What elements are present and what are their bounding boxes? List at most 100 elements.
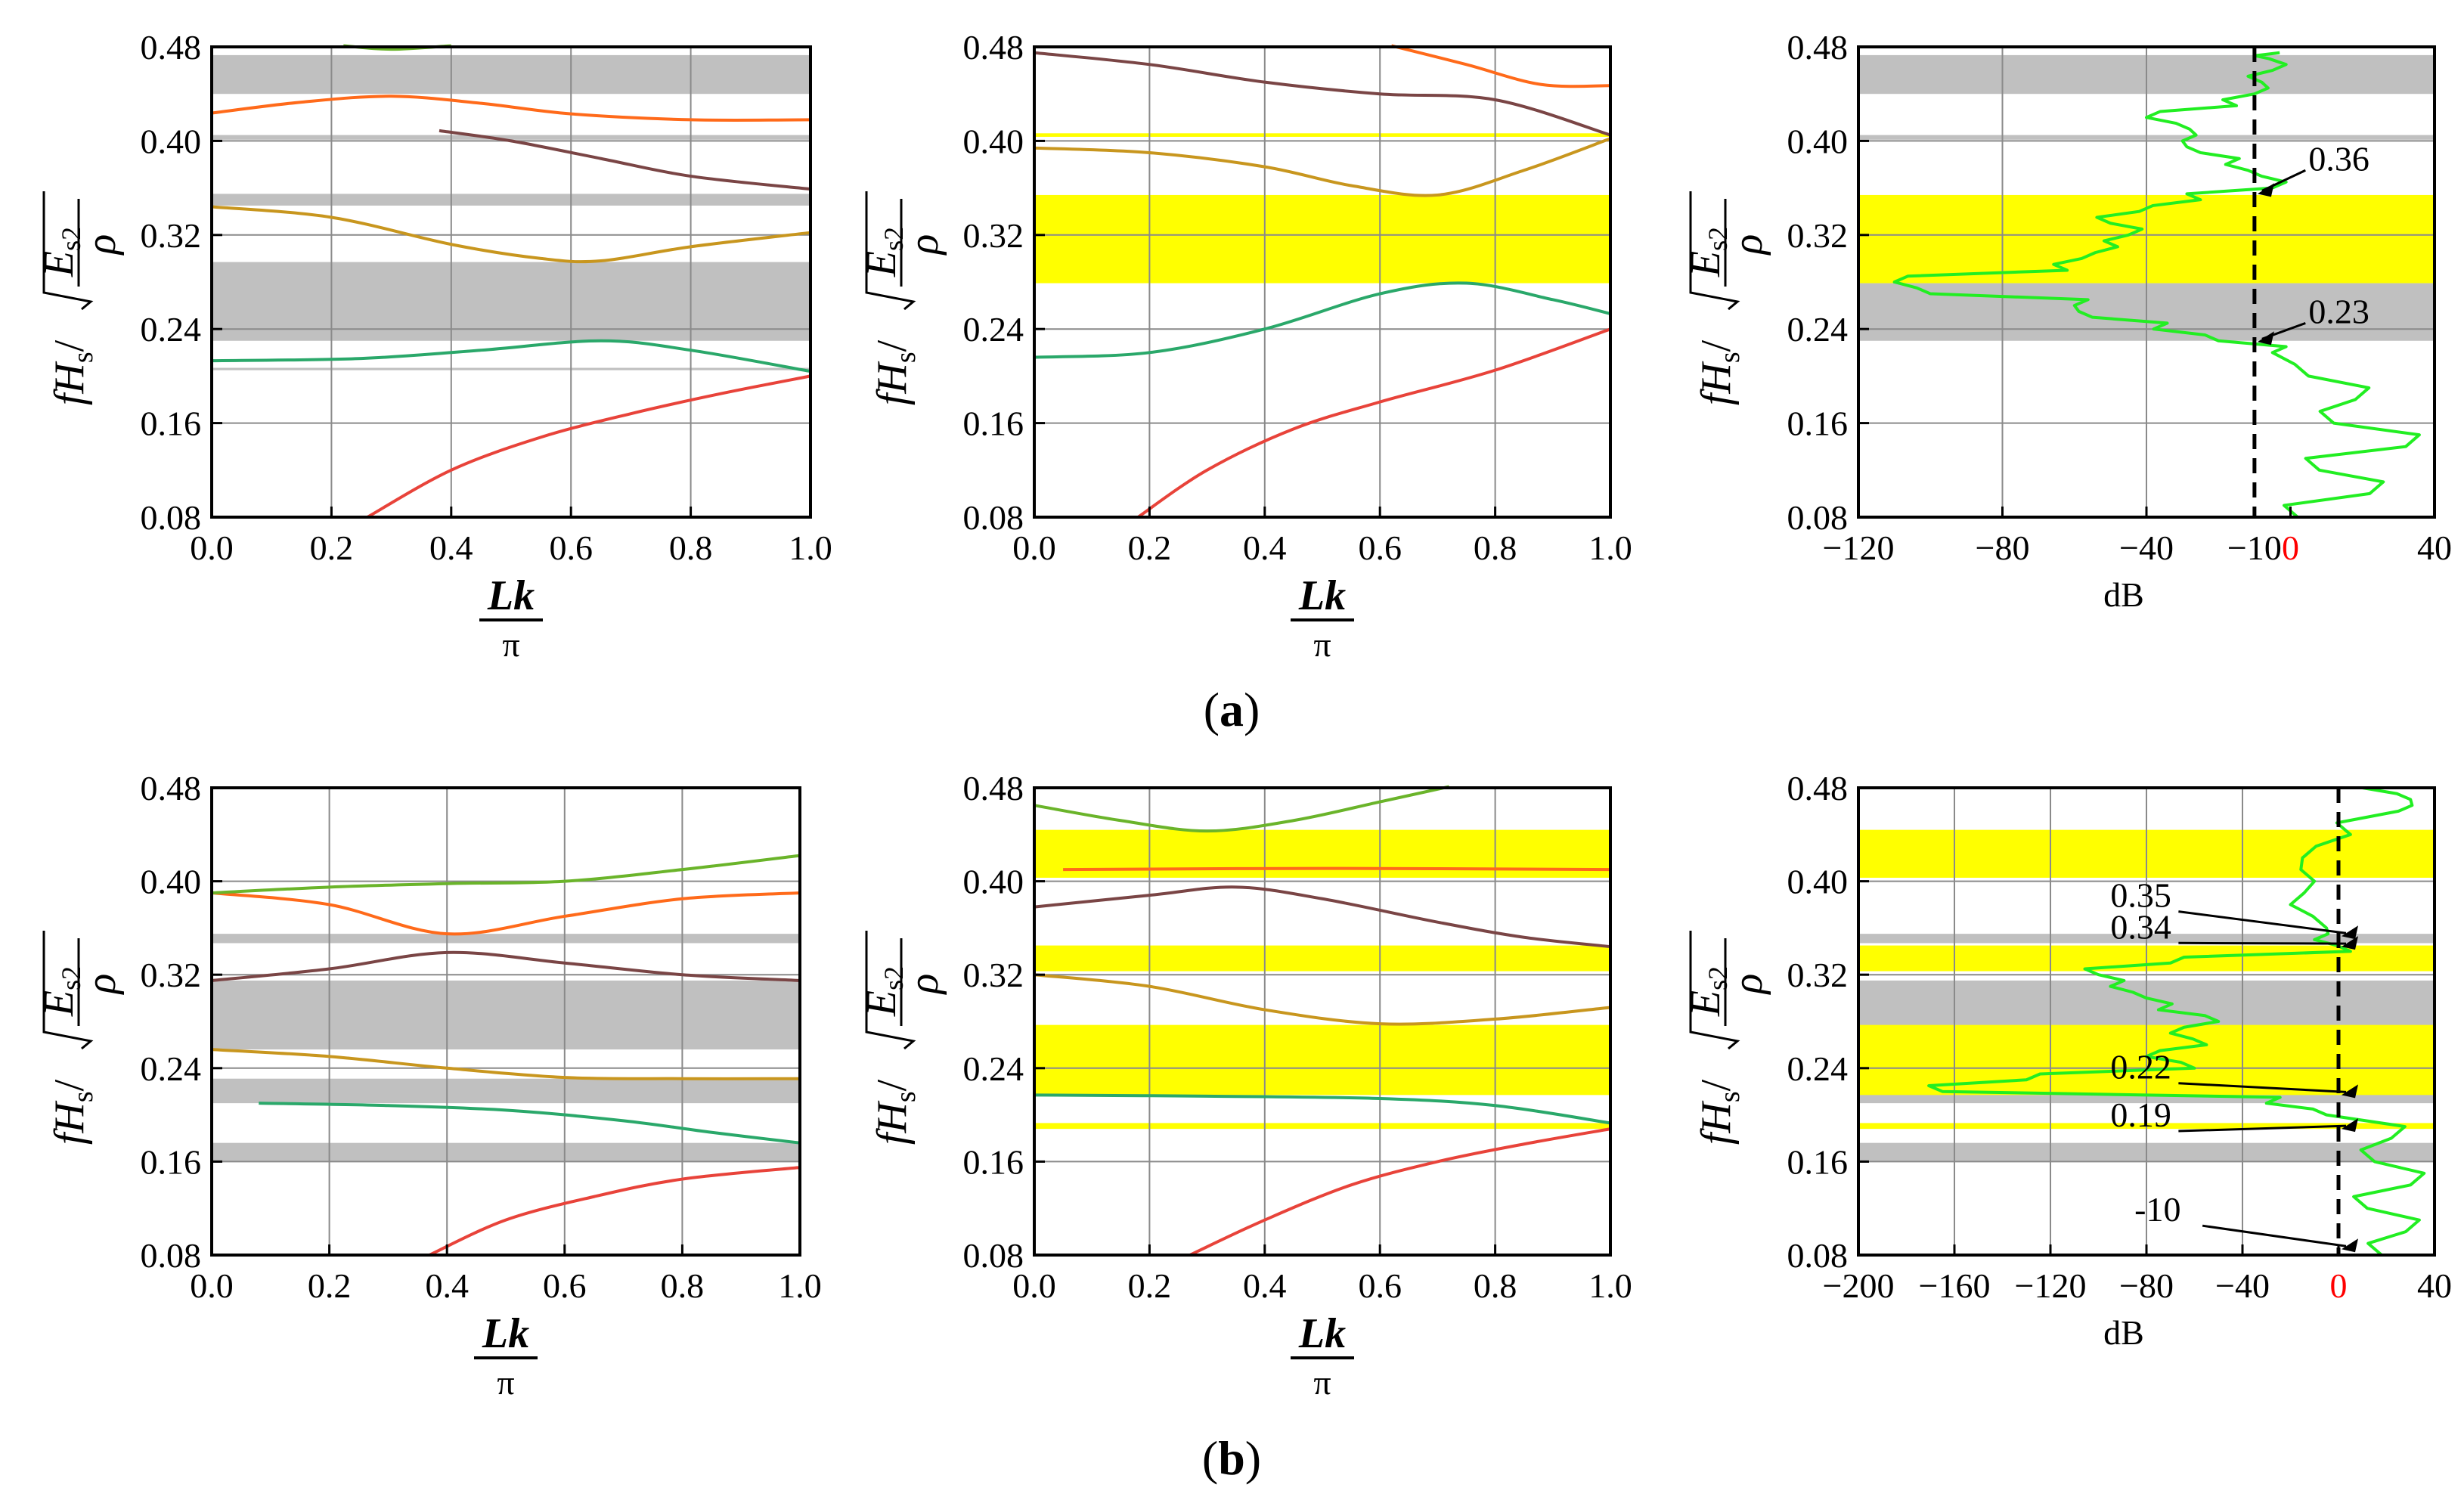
y-label-text: fHs/ xyxy=(869,1079,922,1145)
annotation-arrowhead xyxy=(2257,183,2274,197)
y-label-text: fHs/ xyxy=(46,1079,99,1145)
x-tick-label: 0.2 xyxy=(310,528,354,567)
x-axis-label-numerator: Lk xyxy=(1298,572,1346,619)
annotation-arrow xyxy=(2178,910,2347,934)
radical-sign xyxy=(42,931,94,1050)
series-lime-line xyxy=(1034,785,1450,833)
radical-denominator: ρ xyxy=(1725,974,1771,996)
y-tick-label: 0.48 xyxy=(963,769,1024,807)
y-tick-label: 0.48 xyxy=(141,28,202,67)
x-tick-label: 40 xyxy=(2417,1266,2452,1305)
x-tick-label: 0.4 xyxy=(1243,528,1287,567)
yellow-band xyxy=(1034,1024,1610,1096)
x-tick-label: 0.2 xyxy=(1128,528,1172,567)
x-tick-label: −120 xyxy=(1823,528,1895,567)
y-tick-label: 0.16 xyxy=(963,404,1024,443)
x-tick-label: −120 xyxy=(2015,1266,2087,1305)
series-gold-line xyxy=(211,1048,801,1080)
series-orange-line xyxy=(1063,866,1611,872)
y-tick-label: 0.24 xyxy=(1787,1049,1849,1088)
annotation-label: 0.34 xyxy=(2110,907,2171,946)
y-tick-label: 0.40 xyxy=(963,122,1024,160)
x-tick-label: −200 xyxy=(1823,1266,1895,1305)
series-red-line xyxy=(429,1166,801,1257)
chart-b1: 0.0 0.2 0.4 0.6 0.8 1.0 0.08 0.16 0.24 0.32 0.40 0.… xyxy=(36,769,822,1402)
x-axis-label-denominator: π xyxy=(1313,1363,1331,1402)
y-tick-label: 0.48 xyxy=(1787,769,1849,807)
gray-band xyxy=(212,54,810,95)
series-brown-line xyxy=(439,129,811,191)
x-tick-label: −160 xyxy=(1919,1266,1991,1305)
x-axis-label-numerator: Lk xyxy=(1298,1310,1346,1357)
series-red-line xyxy=(1137,327,1611,519)
y-tick-label: 0.32 xyxy=(141,956,202,994)
series-brown-line xyxy=(1034,885,1611,949)
radical-numerator: Es2 xyxy=(36,227,86,277)
annotation-label: 0.22 xyxy=(2110,1048,2171,1086)
gray-band xyxy=(212,934,800,944)
gray-band xyxy=(212,1142,800,1162)
series-lime-line xyxy=(211,854,801,895)
y-tick-label: 0.24 xyxy=(1787,310,1849,349)
radical-denominator: ρ xyxy=(78,974,125,996)
plot-frame xyxy=(1033,786,1612,1257)
y-tick-label: 0.40 xyxy=(141,863,202,901)
x-axis-label-denominator: π xyxy=(497,1363,514,1402)
chart-b3: 0.350.34 0.22 0.19 -10 −200 −160 −120 −80 −40 0 40… xyxy=(1682,769,2452,1352)
x-axis-label: dB xyxy=(2103,1313,2144,1352)
y-tick-label: 0.16 xyxy=(141,404,202,443)
series-green-line xyxy=(1034,281,1611,359)
yellow-band xyxy=(1034,945,1610,972)
series-green-line xyxy=(211,339,811,373)
x-tick-label: −40 xyxy=(2215,1266,2270,1305)
y-tick-label: 0.32 xyxy=(963,956,1024,994)
radical-sign xyxy=(1689,191,1740,311)
annotation-arrowhead xyxy=(2342,1084,2358,1099)
series-brown-line xyxy=(1034,51,1611,137)
x-tick-label: 0.6 xyxy=(1358,1266,1402,1305)
chart-b2: 0.0 0.2 0.4 0.6 0.8 1.0 0.08 0.16 0.24 0.32 0.40 0.… xyxy=(858,769,1632,1402)
annotation-arrow xyxy=(2202,1224,2347,1247)
series-gold-line xyxy=(1034,973,1611,1026)
yellow-band xyxy=(1034,1123,1610,1130)
x-axis-label-numerator: Lk xyxy=(482,1310,529,1357)
gray-band xyxy=(212,980,800,1050)
x-tick-label: 0.4 xyxy=(425,1266,469,1305)
annotation-label: 0.23 xyxy=(2308,292,2369,330)
y-tick-label: 0.08 xyxy=(1787,498,1849,537)
radical-numerator: Es2 xyxy=(858,227,909,277)
x-tick-label: 0.2 xyxy=(1128,1266,1172,1305)
x-tick-label: −40 xyxy=(2119,528,2174,567)
y-label-text: fHs/ xyxy=(869,339,922,405)
x-tick-label: 0.0 xyxy=(190,1266,234,1305)
y-label-text: fHs/ xyxy=(1693,339,1746,405)
gray-band xyxy=(212,135,810,140)
y-tick-label: 0.16 xyxy=(1787,404,1849,443)
x-tick-label: 0.8 xyxy=(669,528,713,567)
y-tick-label: 0.24 xyxy=(963,1049,1024,1088)
x-tick-label: −80 xyxy=(2119,1266,2174,1305)
x-tick-label: 1.0 xyxy=(1588,1266,1632,1305)
annotation-arrowhead xyxy=(2342,925,2358,940)
annotation-arrowhead xyxy=(2257,331,2274,346)
caption-a: (a) xyxy=(1204,683,1260,736)
y-tick-label: 0.16 xyxy=(963,1142,1024,1181)
annotation-arrowhead xyxy=(2342,1238,2358,1253)
plot-frame xyxy=(1033,45,1612,519)
transmission-curve xyxy=(1927,786,2426,1257)
y-tick-label: 0.32 xyxy=(1787,216,1849,255)
y-tick-label: 0.32 xyxy=(963,216,1024,255)
gray-band xyxy=(212,367,810,370)
series-green-line xyxy=(259,1102,801,1145)
chart-a1: 0.0 0.2 0.4 0.6 0.8 1.0 0.08 0.16 0.24 0.32 0.40 0.… xyxy=(36,28,832,664)
x-tick-label: 0 xyxy=(2282,528,2299,567)
x-axis-label: dB xyxy=(2103,575,2144,614)
y-tick-label: 0.08 xyxy=(1787,1236,1849,1275)
gray-band xyxy=(212,262,810,341)
x-tick-label: 1.0 xyxy=(778,1266,822,1305)
annotation-arrowhead xyxy=(2342,1118,2358,1133)
